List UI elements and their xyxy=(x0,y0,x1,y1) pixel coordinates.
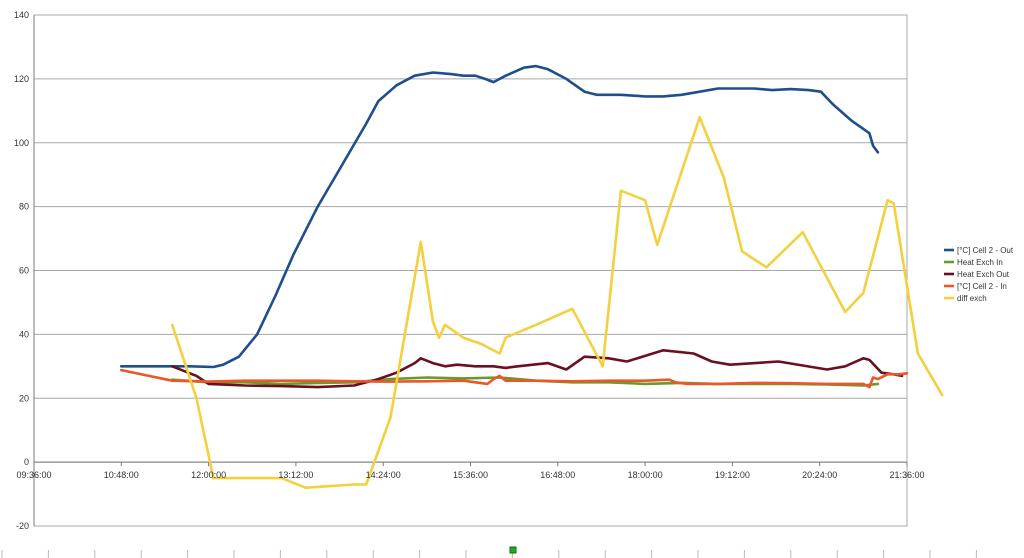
series-layer xyxy=(120,64,944,489)
y-tick-label: 60 xyxy=(19,266,29,276)
series-line xyxy=(120,368,909,389)
series-line xyxy=(170,115,944,489)
legend-label: Heat Exch In xyxy=(957,258,1003,267)
x-tick-label: 10:48:00 xyxy=(104,470,139,480)
y-tick-label: 80 xyxy=(19,202,29,212)
series-line xyxy=(120,64,880,369)
x-tick-label: 21:36:00 xyxy=(889,470,924,480)
y-tick-label: 40 xyxy=(19,329,29,339)
y-tick-label: 0 xyxy=(24,457,29,467)
x-tick-label: 19:12:00 xyxy=(715,470,750,480)
x-tick-label: 14:24:00 xyxy=(366,470,401,480)
x-tick-label: 18:00:00 xyxy=(628,470,663,480)
tick-labels: -20 0 20 40 60 80 100 120 140 09:36:00 10:48:00 12:… xyxy=(14,10,925,531)
x-tick-label: 16:48:00 xyxy=(540,470,575,480)
y-tick-label: 20 xyxy=(19,393,29,403)
x-tick-label: 09:36:00 xyxy=(16,470,51,480)
legend-label: Heat Exch Out xyxy=(957,270,1010,279)
x-tick-label: 13:12:00 xyxy=(278,470,313,480)
x-tick-label: 15:36:00 xyxy=(453,470,488,480)
legend-label: [°C] Cell 2 - In xyxy=(957,282,1007,291)
legend-label: [°C] Cell 2 - Out xyxy=(957,246,1014,255)
series-line xyxy=(170,349,904,389)
chart-handle[interactable] xyxy=(509,546,517,554)
x-tick-label: 20:24:00 xyxy=(802,470,837,480)
y-tick-label: -20 xyxy=(16,521,29,531)
y-tick-label: 100 xyxy=(14,138,29,148)
x-tick-label: 12:00:00 xyxy=(191,470,226,480)
legend-label: diff exch xyxy=(957,294,987,303)
y-tick-label: 120 xyxy=(14,74,29,84)
legend: [°C] Cell 2 - Out Heat Exch In Heat Exch O… xyxy=(944,246,1014,303)
axes xyxy=(1,14,977,558)
y-tick-label: 140 xyxy=(14,10,29,20)
